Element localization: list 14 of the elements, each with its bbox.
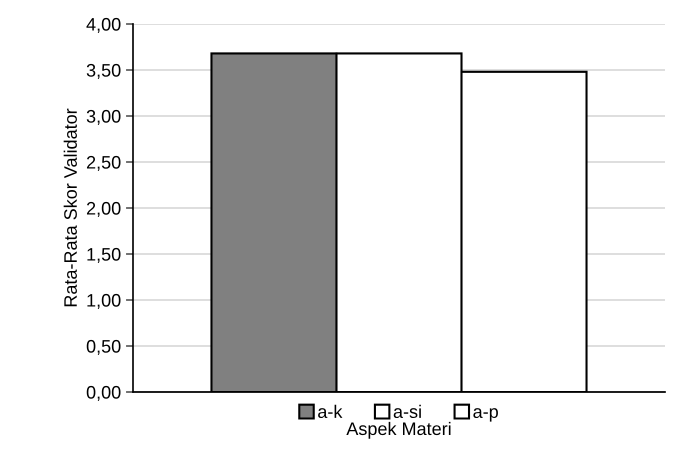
legend-label: a-k [318, 404, 342, 418]
legend-label: a-si [394, 404, 421, 418]
y-tick-label: 3,00 [86, 110, 120, 125]
y-axis-title: Rata-Rata Skor Validator [64, 108, 77, 306]
y-tick-label: 3,50 [86, 64, 120, 79]
y-tick-label: 2,50 [86, 156, 120, 171]
y-tick-label: 4,00 [86, 18, 120, 33]
y-tick-label: 1,00 [87, 294, 120, 309]
x-axis-title: Aspek Materi [346, 422, 450, 439]
y-tick-label: 0,50 [86, 340, 120, 355]
y-tick-label: 2,00 [86, 202, 120, 217]
y-tick-label: 0,00 [86, 386, 120, 401]
legend-label: a-p [473, 408, 498, 422]
y-tick-label: 1,50 [87, 248, 120, 263]
